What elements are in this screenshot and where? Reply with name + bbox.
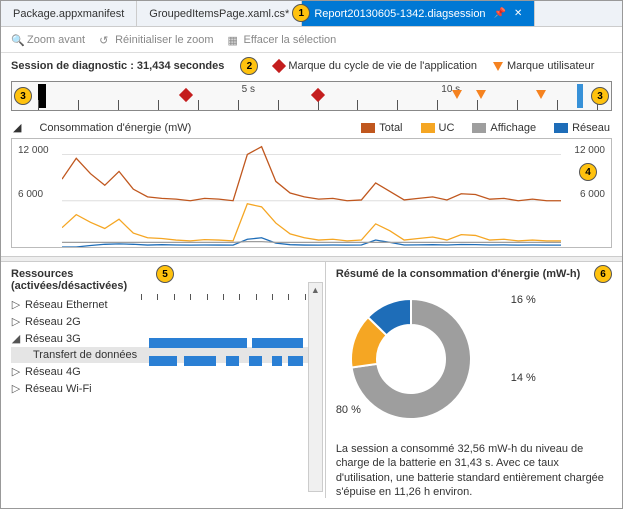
legend-total: Total: [361, 122, 402, 134]
donut-area: 16 % 14 % 80 %: [336, 284, 536, 434]
callout-1: 1: [292, 4, 310, 22]
toolbar: 🔍 Zoom avant ↺ Réinitialiser le zoom ▦ Effa…: [1, 27, 622, 53]
pin-icon[interactable]: 📌: [494, 8, 506, 19]
expand-icon[interactable]: ◢: [13, 121, 21, 134]
timeline-start: [38, 84, 46, 108]
zoom-in-label: Zoom avant: [27, 34, 85, 46]
tab-grouped[interactable]: GroupedItemsPage.xaml.cs*: [137, 1, 302, 26]
reset-zoom-icon: ↺: [99, 34, 111, 46]
ylabel-right-top: 12 000: [574, 145, 605, 156]
callout-4: 4: [579, 163, 597, 181]
callout-3a: 3: [14, 87, 32, 105]
tab-label: Package.appxmanifest: [13, 8, 124, 20]
callout-5: 5: [156, 265, 174, 283]
close-icon[interactable]: ✕: [514, 8, 522, 19]
callout-2: 2: [240, 57, 258, 75]
energy-svg: [62, 139, 561, 247]
bottom-panels: Ressources (activées/désactivées) 5 ▷Rés…: [1, 262, 622, 498]
legend-user-mark: Marque utilisateur: [493, 60, 594, 72]
legend-net: Réseau: [554, 122, 610, 134]
summary-panel: Résumé de la consommation d'énergie (mW-…: [325, 262, 622, 498]
legend-disp: Affichage: [472, 122, 536, 134]
timeline-ruler[interactable]: 3 3 5 s10 s: [11, 81, 612, 111]
tab-label: Report20130605-1342.diagsession: [314, 8, 485, 20]
resource-bars: [141, 286, 305, 426]
tab-bar: Package.appxmanifest GroupedItemsPage.xa…: [1, 1, 622, 27]
donut-label-16: 16 %: [511, 294, 536, 306]
energy-chart[interactable]: 12 000 6 000 12 000 6 000 4: [11, 138, 612, 248]
clear-label: Effacer la sélection: [244, 34, 337, 46]
resource-ruler: [141, 286, 305, 302]
tab-label: GroupedItemsPage.xaml.cs*: [149, 8, 289, 20]
scroll-up-icon[interactable]: ▲: [309, 283, 322, 297]
legend-user-label: Marque utilisateur: [507, 60, 594, 72]
reset-zoom-label: Réinitialiser le zoom: [115, 34, 213, 46]
resources-panel: Ressources (activées/désactivées) 5 ▷Rés…: [1, 262, 325, 498]
triangle-icon: [493, 62, 503, 71]
scrollbar[interactable]: ▲: [308, 282, 323, 492]
callout-6: 6: [594, 265, 612, 283]
timeline-end: [577, 84, 583, 108]
energy-title: Consommation d'énergie (mW): [39, 122, 191, 134]
energy-legend: ◢ Consommation d'énergie (mW) Total UC A…: [1, 117, 622, 138]
reset-zoom-button[interactable]: ↺ Réinitialiser le zoom: [99, 34, 213, 46]
summary-text: La session a consommé 32,56 mW-h du nive…: [336, 442, 612, 499]
session-label: Session de diagnostic : 31,434 secondes: [11, 60, 224, 72]
legend-app-mark: Marque du cycle de vie de l'application: [274, 60, 477, 72]
session-header: Session de diagnostic : 31,434 secondes …: [1, 53, 622, 79]
clear-icon: ▦: [228, 34, 240, 46]
legend-uc: UC: [421, 122, 455, 134]
summary-title: Résumé de la consommation d'énergie (mW-…: [336, 268, 612, 280]
callout-3b: 3: [591, 87, 609, 105]
clear-selection-button[interactable]: ▦ Effacer la sélection: [228, 34, 337, 46]
tab-report[interactable]: 1 Report20130605-1342.diagsession 📌 ✕: [302, 1, 535, 26]
tab-package[interactable]: Package.appxmanifest: [1, 1, 137, 26]
legend-app-label: Marque du cycle de vie de l'application: [288, 60, 477, 72]
ylabel-left-bot: 6 000: [18, 189, 43, 200]
donut-label-80: 80 %: [336, 404, 361, 416]
donut-label-14: 14 %: [511, 372, 536, 384]
zoom-in-icon: 🔍: [11, 34, 23, 46]
donut-wrap: 16 % 14 % 80 %: [336, 284, 612, 434]
ylabel-left-top: 12 000: [18, 145, 49, 156]
diamond-icon: [272, 59, 286, 73]
zoom-in-button[interactable]: 🔍 Zoom avant: [11, 34, 85, 46]
ylabel-right-bot: 6 000: [580, 189, 605, 200]
